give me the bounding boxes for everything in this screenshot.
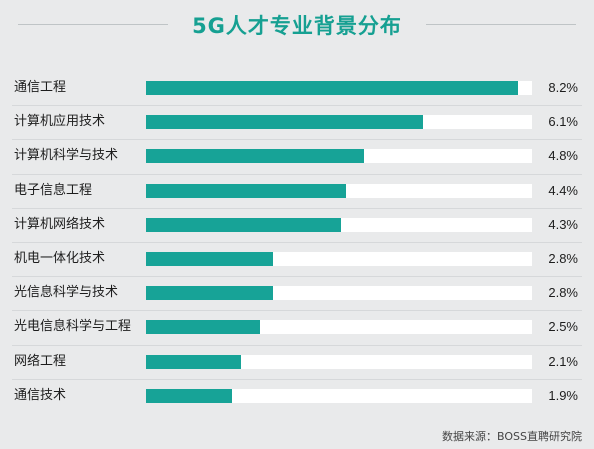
source-note: 数据来源：BOSS直聘研究院 [442,430,582,443]
bar-track [146,354,532,369]
category-label: 机电一体化技术 [14,251,106,266]
value-label: 8.2% [548,80,578,95]
category-label: 通信技术 [14,387,67,403]
category-label: 计算机网络技术 [14,216,106,232]
value-label: 4.8% [548,148,578,164]
bar-track [146,388,532,403]
category-label: 网络工程 [14,353,67,369]
title-divider-left [18,24,168,25]
row-separator [12,310,582,312]
category-label: 计算机应用技术 [14,114,106,130]
value-label: 6.1% [548,114,578,130]
row-separator [12,139,582,141]
category-label: 光电信息科学与工程 [14,319,132,335]
bar [146,81,519,95]
title-divider-right [426,24,576,25]
value-label: 2.5% [548,319,578,335]
bar [146,252,274,266]
bar [146,183,346,198]
bar [146,217,342,232]
row-separator [12,173,582,175]
bar [146,354,242,369]
bar [146,149,364,164]
category-label: 计算机科学与技术 [14,148,119,164]
value-label: 1.9% [548,387,578,403]
value-label: 4.4% [548,182,578,198]
bar [146,286,274,301]
bar [146,320,260,335]
category-label: 电子信息工程 [14,182,93,198]
category-label: 通信工程 [14,80,67,95]
row-separator [12,378,582,380]
row-separator [12,344,582,346]
category-label: 光信息科学与技术 [14,285,119,301]
value-label: 2.1% [548,353,578,369]
chart-title: 5G人才专业背景分布 [192,14,402,38]
row-separator [12,207,582,209]
value-label: 2.8% [548,285,578,301]
value-label: 4.3% [548,216,578,232]
row-separator [12,276,582,278]
bar [146,115,423,130]
value-label: 2.8% [548,251,578,266]
row-separator [12,241,582,243]
bar [146,388,233,403]
row-separator [12,105,582,107]
